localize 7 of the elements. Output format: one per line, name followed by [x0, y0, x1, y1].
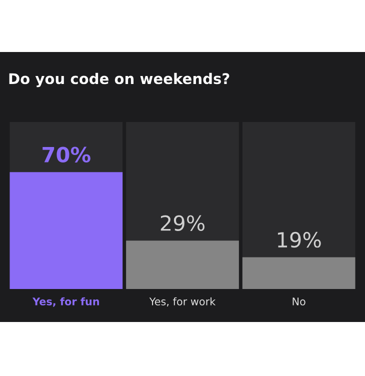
chart-title: Do you code on weekends? [9, 72, 230, 88]
data-label: 19% [278, 232, 321, 248]
x-tick-label: No [292, 298, 306, 306]
data-label: 70% [42, 146, 90, 163]
x-tick-label: Yes, for work [149, 297, 216, 306]
data-label: 29% [160, 215, 205, 231]
x-tick-label: Yes, for fun [32, 297, 99, 307]
